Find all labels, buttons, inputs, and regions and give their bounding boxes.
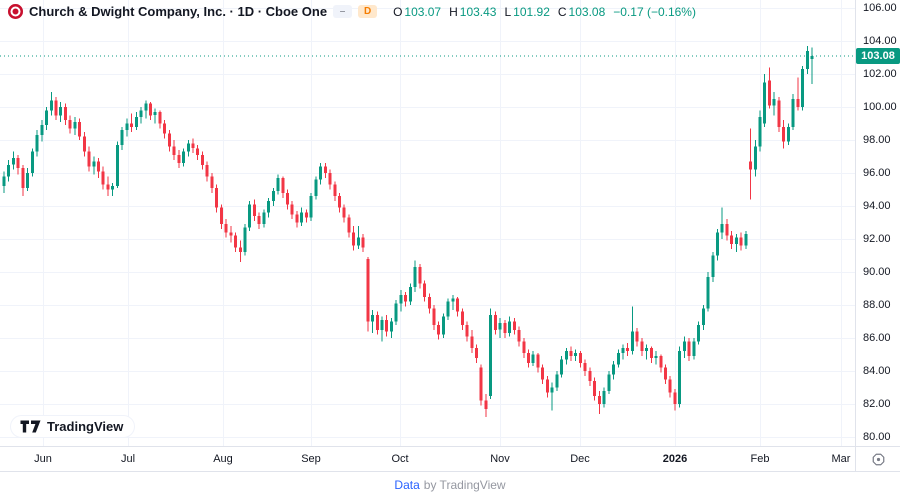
time-axis-row: Jun Jul Aug Sep Oct Nov Dec 2026 Feb Mar [0,446,900,472]
attribution-footer: Data by TradingView [0,472,900,497]
chart-row: Church & Dwight Company, Inc. · 1D · Cbo… [0,0,900,446]
time-tick-label: Oct [391,453,409,465]
price-tick-label: 92.00 [863,233,891,245]
high-label: H [449,4,458,19]
compare-dash-badge[interactable]: – [333,5,353,18]
time-tick-label: Sep [301,453,321,465]
price-axis[interactable]: 103.08 106.00 104.00 102.00 100.00 98.00 96.0… [855,0,900,446]
price-tick-label: 80.00 [863,431,891,443]
price-tick-label: 102.00 [863,68,897,80]
time-axis[interactable]: Jun Jul Aug Sep Oct Nov Dec 2026 Feb Mar [0,447,855,471]
price-tick-label: 82.00 [863,398,891,410]
time-tick-label: Nov [490,453,510,465]
axis-corner [855,447,900,471]
time-tick-label: Feb [750,453,770,465]
ohlc-readout: O 103.07 H 103.43 L 101.92 C 103.08 −0.17 (−… [387,5,696,19]
change-value: −0.17 (−0.16%) [613,4,696,19]
last-price-badge: 103.08 [856,48,900,65]
symbol-logo-icon [8,4,23,19]
time-tick-label: Mar [831,453,851,465]
high-value: 103.43 [459,4,497,19]
price-tick-label: 84.00 [863,365,891,377]
chart-header: Church & Dwight Company, Inc. · 1D · Cbo… [8,4,696,19]
open-value: 103.07 [404,4,442,19]
time-tick-label: Dec [570,453,590,465]
close-label: C [557,4,567,19]
tradingview-wordmark: TradingView [47,419,124,434]
candlestick-chart[interactable] [0,0,855,446]
tradingview-logo[interactable]: TradingView [10,415,136,438]
low-value: 101.92 [513,4,550,19]
price-tick-label: 90.00 [863,266,891,278]
price-tick-label: 88.00 [863,299,891,311]
open-label: O [393,4,403,19]
data-link[interactable]: Data [394,477,420,492]
price-tick-label: 100.00 [863,101,897,113]
price-tick-label: 96.00 [863,167,891,179]
time-tick-label: Jul [120,453,136,465]
gear-icon [872,453,884,465]
low-label: L [504,4,512,19]
interval-badge[interactable]: D [358,5,378,18]
price-tick-label: 94.00 [863,200,891,212]
price-tick-label: 106.00 [863,2,897,14]
time-tick-label: Aug [213,453,233,465]
price-tick-label: 86.00 [863,332,891,344]
time-tick-label: 2026 [662,453,688,465]
chart-settings-button[interactable] [869,450,887,468]
chart-pane[interactable]: Church & Dwight Company, Inc. · 1D · Cbo… [0,0,855,446]
tradingview-mark-icon [20,420,41,433]
price-tick-label: 98.00 [863,134,891,146]
price-tick-label: 104.00 [863,35,897,47]
time-tick-label: Jun [34,453,52,465]
symbol-title[interactable]: Church & Dwight Company, Inc. · 1D · Cbo… [29,4,328,19]
close-value: 103.08 [568,4,606,19]
attribution-text: by TradingView [423,477,506,492]
